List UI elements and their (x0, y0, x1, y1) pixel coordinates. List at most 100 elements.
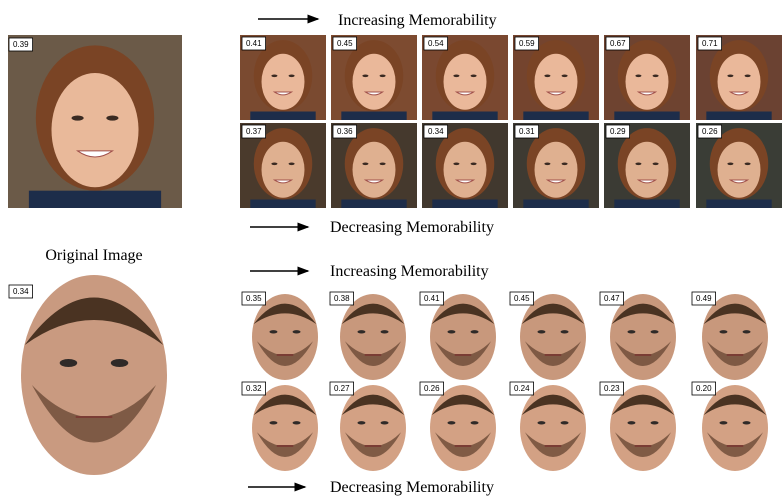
mouth (272, 91, 294, 96)
eye (292, 421, 301, 425)
mouth (454, 179, 476, 184)
eye (561, 162, 568, 166)
hair (521, 303, 585, 325)
score-box (419, 291, 444, 306)
face-image (702, 294, 768, 380)
face-image (340, 385, 406, 471)
score-label: 0.35 (246, 294, 262, 303)
eye (650, 421, 659, 425)
beard (434, 432, 492, 458)
eye (453, 162, 460, 166)
eye (379, 74, 386, 78)
score-box (241, 381, 266, 396)
shoulders (28, 190, 162, 208)
beard (614, 432, 672, 458)
mouth (363, 179, 385, 184)
face-image (610, 385, 676, 471)
caption: Original Image (45, 247, 142, 264)
eye (271, 74, 278, 78)
score-box (697, 36, 722, 51)
shoulders (614, 111, 680, 120)
shoulders (614, 199, 680, 208)
eye (727, 162, 734, 166)
face (534, 141, 578, 198)
score-label: 0.45 (337, 39, 353, 48)
score-label: 0.36 (337, 127, 353, 136)
eye (537, 330, 546, 334)
eye (744, 74, 751, 78)
eye (561, 74, 568, 78)
eye (362, 74, 369, 78)
shoulders (250, 111, 316, 120)
hair (521, 394, 585, 416)
face-image (702, 385, 768, 471)
decreasing-label: Decreasing Memorability (330, 479, 494, 496)
face (717, 141, 761, 198)
hair (611, 394, 675, 416)
score-label: 0.34 (428, 127, 444, 136)
eye (380, 421, 389, 425)
eye (447, 330, 456, 334)
score-box (605, 36, 630, 51)
beard (256, 341, 314, 367)
shoulders (250, 199, 316, 208)
hair (341, 394, 405, 416)
shoulders (706, 111, 772, 120)
eye (544, 162, 551, 166)
eye (470, 74, 477, 78)
score-box (332, 124, 357, 139)
mouth (636, 91, 658, 96)
mouth (454, 91, 476, 96)
hair (24, 297, 164, 345)
eye (453, 74, 460, 78)
score-box (509, 291, 534, 306)
face-image (240, 35, 326, 120)
shoulders (341, 111, 407, 120)
score-label: 0.26 (424, 384, 440, 393)
face-image (610, 294, 676, 380)
hair (703, 303, 767, 325)
hair (341, 303, 405, 325)
eye (627, 421, 636, 425)
mouth (272, 179, 294, 184)
mouth (728, 179, 750, 184)
score-label: 0.39 (13, 40, 29, 49)
beard (344, 341, 402, 367)
arrows (248, 14, 320, 492)
face-image (604, 35, 690, 120)
shoulders (523, 111, 589, 120)
eye (269, 330, 278, 334)
score-box (241, 124, 266, 139)
score-label: 0.47 (604, 294, 620, 303)
mouth (545, 179, 567, 184)
face-image (696, 35, 782, 120)
increasing-label: Increasing Memorability (330, 263, 489, 280)
mouth (545, 91, 567, 96)
face-image (520, 294, 586, 380)
eye (742, 330, 751, 334)
eye (288, 74, 295, 78)
shoulders (523, 199, 589, 208)
score-label: 0.45 (514, 294, 530, 303)
score-label: 0.41 (424, 294, 440, 303)
score-box (8, 37, 33, 52)
face-image (696, 123, 782, 208)
face-image (21, 275, 167, 475)
eye (560, 421, 569, 425)
score-label: 0.37 (246, 127, 262, 136)
beard (524, 341, 582, 367)
score-label: 0.27 (334, 384, 350, 393)
score-label: 0.29 (610, 127, 626, 136)
shoulders (706, 199, 772, 208)
score-box (241, 36, 266, 51)
eye (362, 162, 369, 166)
beard (524, 432, 582, 458)
decreasing-label: Decreasing Memorability (330, 219, 494, 236)
score-label: 0.54 (428, 39, 444, 48)
hair (253, 394, 317, 416)
face-image (604, 123, 690, 208)
eye (470, 162, 477, 166)
hair (703, 394, 767, 416)
beard (31, 385, 157, 443)
